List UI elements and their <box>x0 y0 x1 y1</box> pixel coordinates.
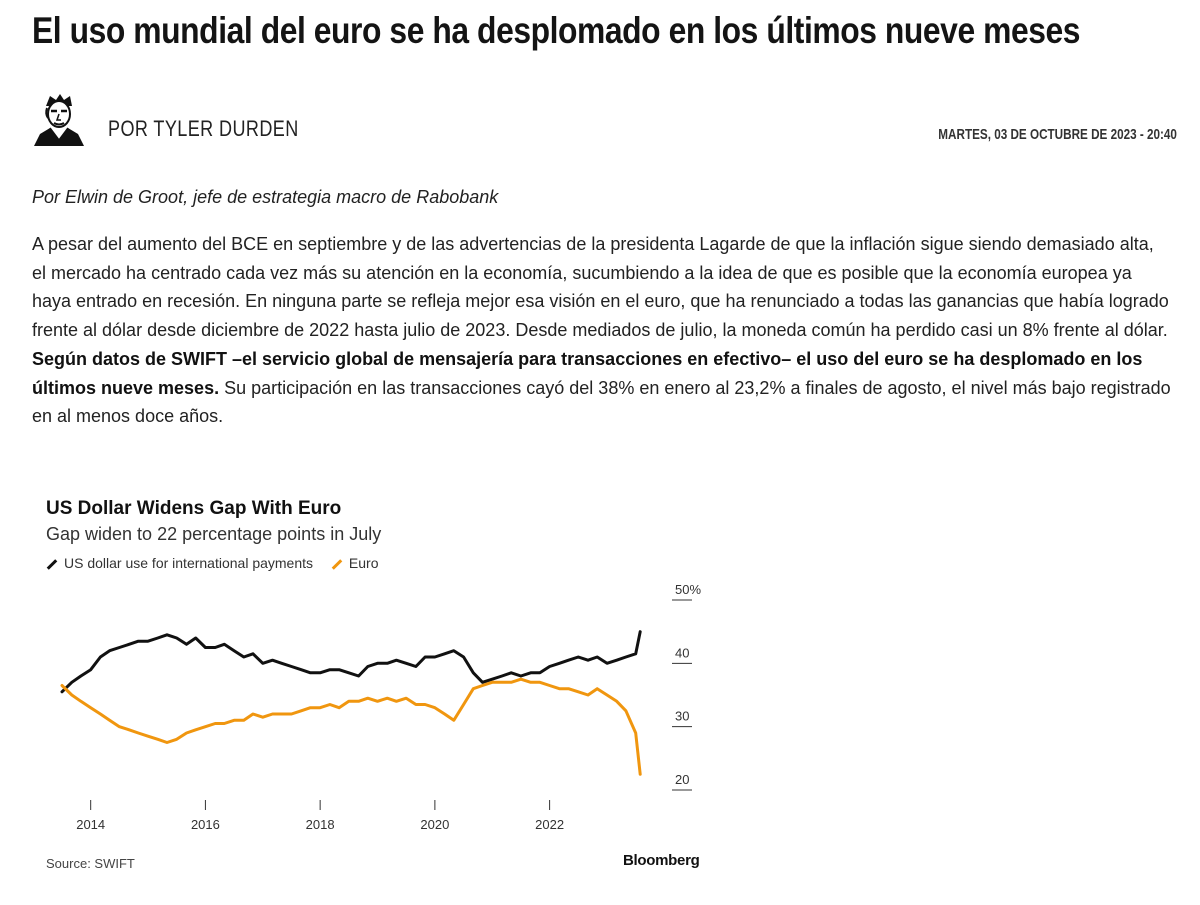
legend-item-usd: US dollar use for international payments <box>46 555 313 571</box>
x-tick-label: 2020 <box>420 817 449 832</box>
y-tick-label: 50% <box>675 582 701 597</box>
chart-plot-area: 50% 40 30 20 2014 2016 2018 2020 2022 <box>60 582 701 832</box>
chart-source: Source: SWIFT <box>46 856 135 871</box>
x-tick-label: 2022 <box>535 817 564 832</box>
usd-series-line <box>60 630 642 694</box>
chart: US Dollar Widens Gap With Euro Gap widen… <box>32 488 722 888</box>
paragraph-highlight: Según datos de SWIFT –el servicio global… <box>32 348 1143 398</box>
bloomberg-logo: Bloomberg <box>623 852 700 869</box>
chart-subtitle: Gap widen to 22 percentage points in Jul… <box>46 524 382 544</box>
legend-label-usd: US dollar use for international payments <box>64 555 314 571</box>
y-tick-label: 30 <box>675 709 689 724</box>
paragraph-text-2: Su participación en las transacciones ca… <box>32 377 1171 427</box>
legend-item-euro: Euro <box>331 555 379 571</box>
x-tick-label: 2018 <box>306 817 335 832</box>
article-intro: Por Elwin de Groot, jefe de estrategia m… <box>32 187 499 207</box>
chart-legend: US dollar use for international payments… <box>46 555 393 571</box>
article-paragraph: A pesar del aumento del BCE en septiembr… <box>32 230 1172 431</box>
paragraph-text-1: A pesar del aumento del BCE en septiembr… <box>32 234 1169 341</box>
article-headline: El uso mundial del euro se ha desplomado… <box>32 10 1081 51</box>
author-name[interactable]: POR TYLER DURDEN <box>108 116 299 141</box>
legend-label-euro: Euro <box>348 555 379 571</box>
author-avatar[interactable] <box>32 92 84 146</box>
y-tick-label: 20 <box>675 772 689 787</box>
chart-title: US Dollar Widens Gap With Euro <box>46 498 342 519</box>
x-tick-label: 2014 <box>76 817 105 832</box>
byline: POR TYLER DURDEN MARTES, 03 DE OCTUBRE D… <box>32 92 1177 152</box>
publish-date: MARTES, 03 DE OCTUBRE DE 2023 - 20:40 <box>938 126 1177 143</box>
x-tick-label: 2016 <box>191 817 220 832</box>
euro-series-line <box>60 677 642 776</box>
y-tick-label: 40 <box>675 645 689 660</box>
